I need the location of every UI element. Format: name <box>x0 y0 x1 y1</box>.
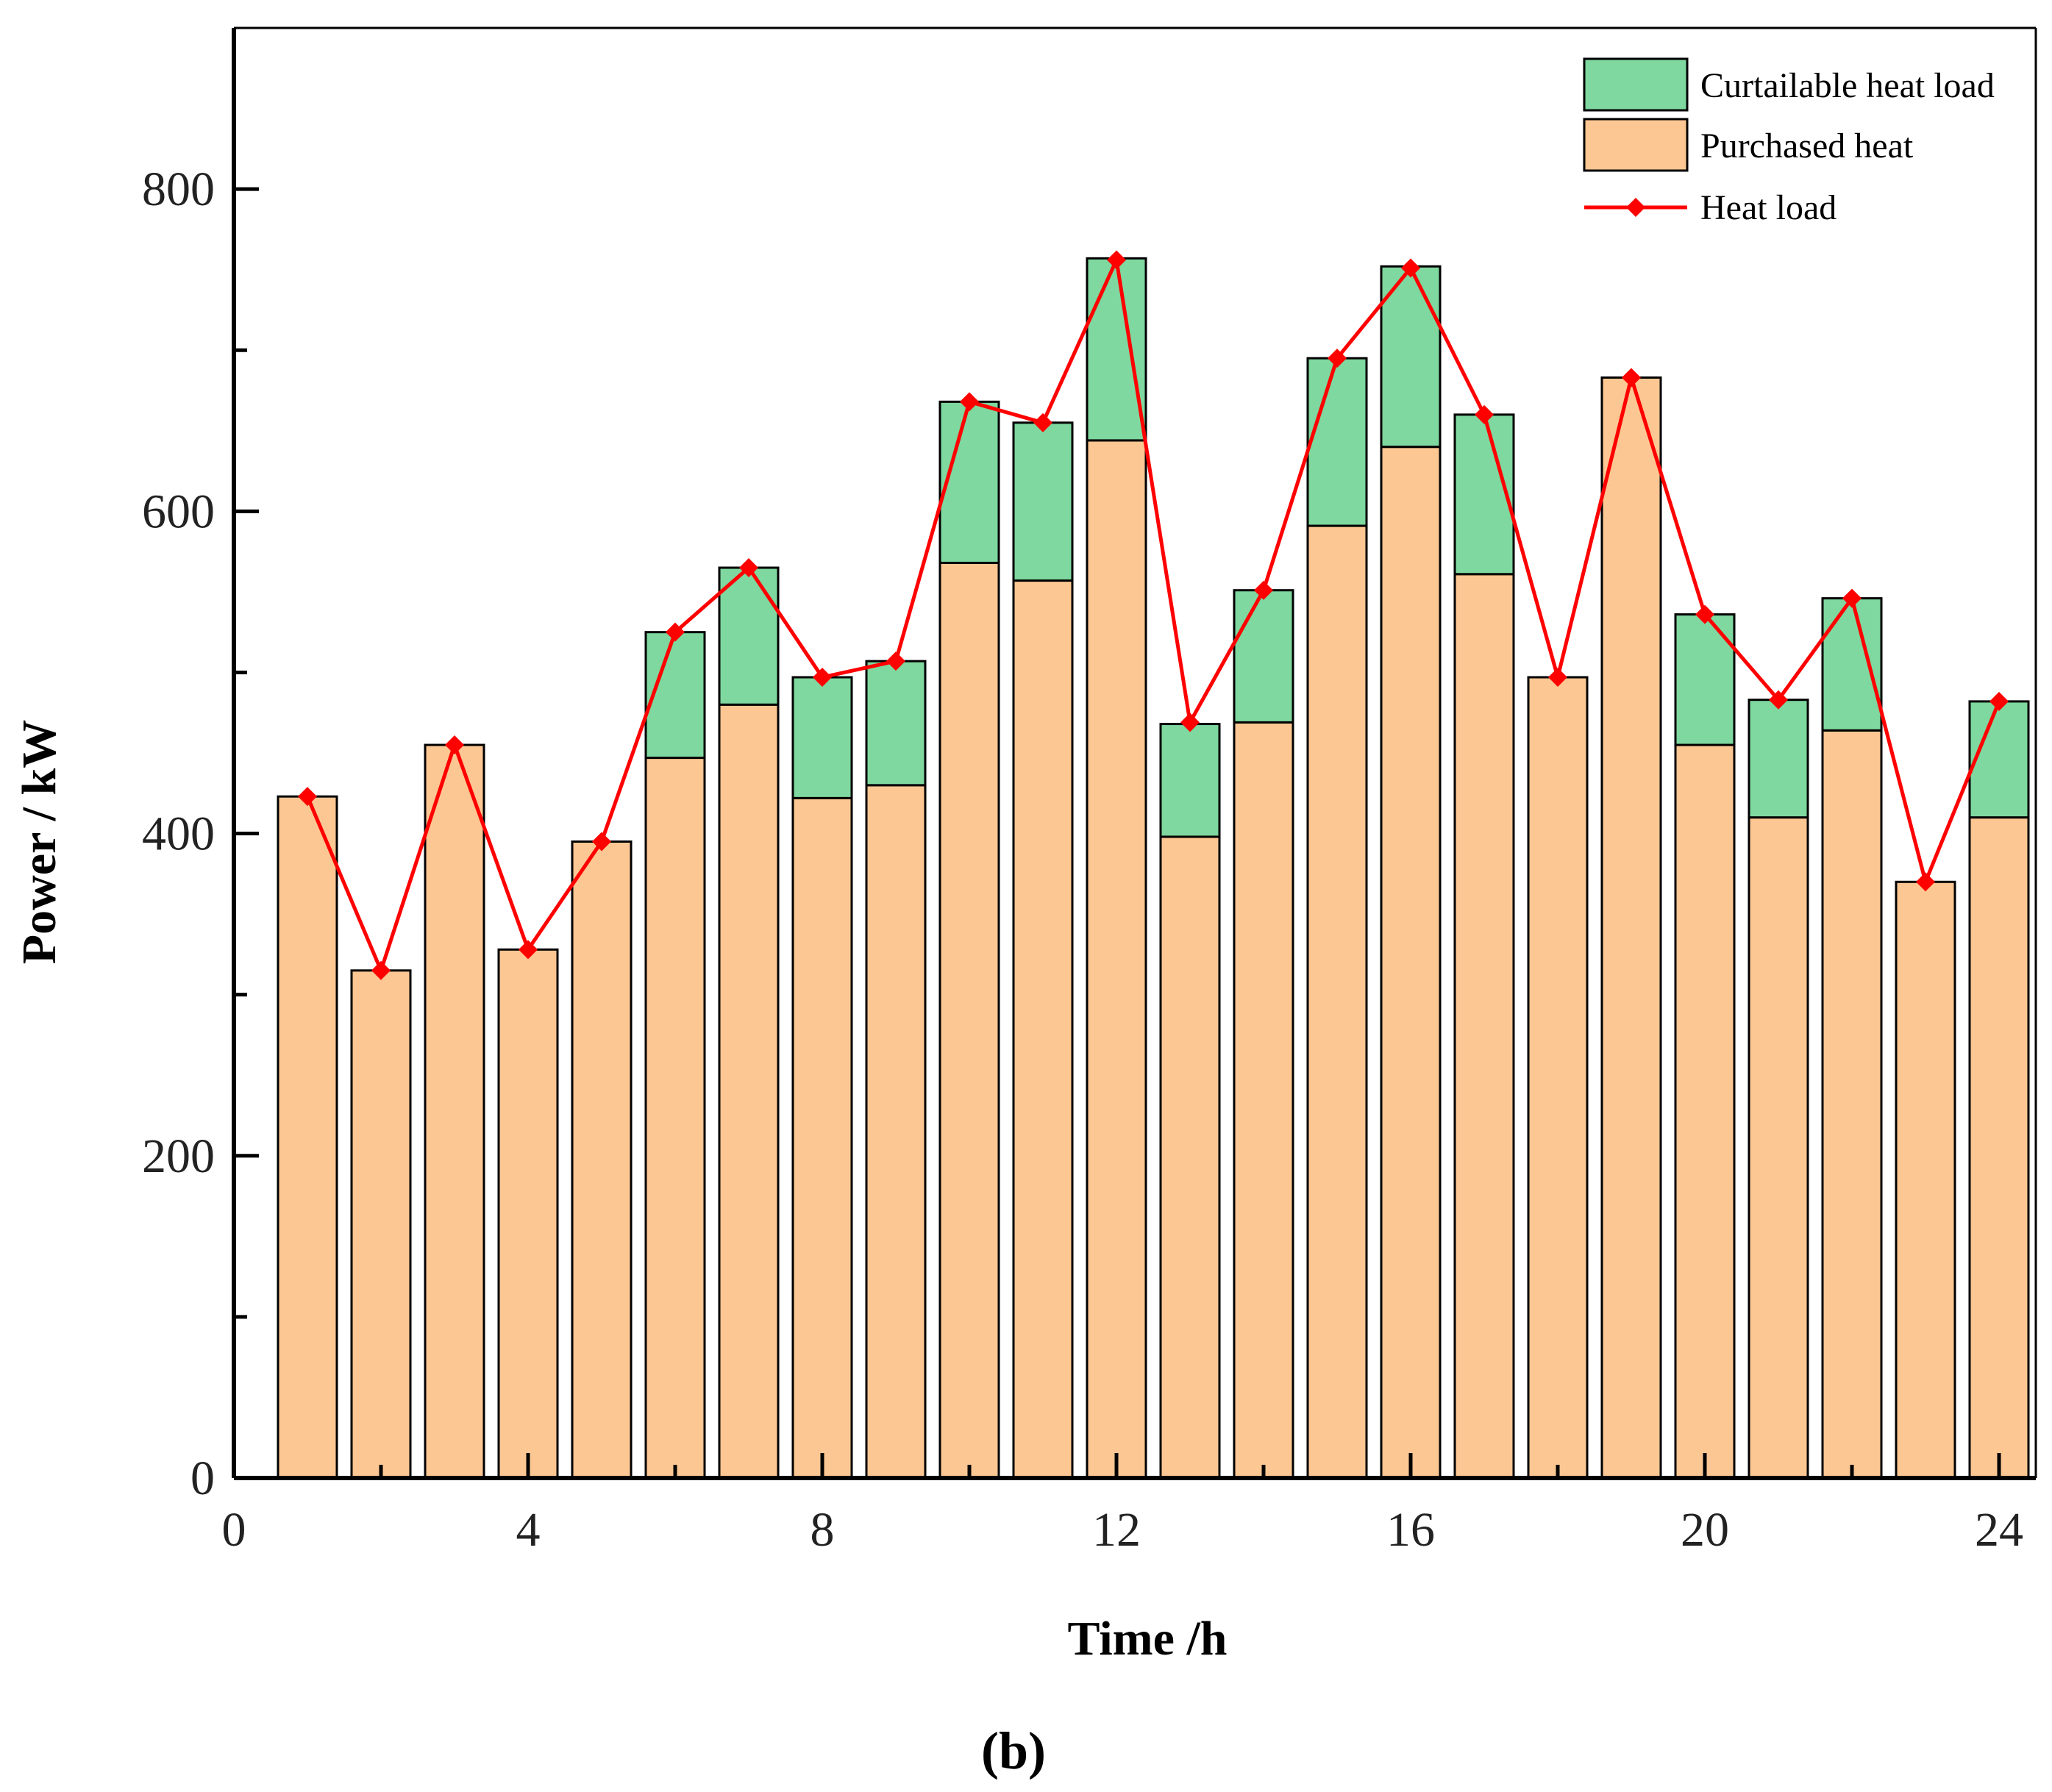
bar-curtailable-h13 <box>1159 723 1221 838</box>
heat-load-point-h24 <box>1989 691 2009 711</box>
x-tick-label-8: 8 <box>811 1503 835 1557</box>
heat-load-point-h16 <box>1401 258 1420 278</box>
heat-load-point-h19 <box>1622 368 1641 388</box>
heat-load-point-h15 <box>1328 349 1347 368</box>
x-tick-label-16: 16 <box>1386 1503 1435 1557</box>
bar-purchased-h6 <box>644 757 706 1479</box>
bar-purchased-h8 <box>791 796 853 1479</box>
y-tick-label-200: 200 <box>142 1129 215 1183</box>
bar-purchased-h15 <box>1306 524 1368 1479</box>
bar-purchased-h13 <box>1159 835 1221 1479</box>
heat-load-point-h18 <box>1548 668 1567 688</box>
bar-curtailable-h22 <box>1821 597 1883 732</box>
heat-load-point-h10 <box>960 392 979 412</box>
bar-curtailable-h15 <box>1306 357 1368 527</box>
heat-load-point-h12 <box>1107 250 1126 270</box>
x-tick-label-24: 24 <box>1975 1503 2023 1557</box>
heat-load-line-layer <box>298 250 2009 980</box>
x-tick-label-20: 20 <box>1681 1503 1729 1557</box>
legend: Curtailable heat load Purchased heat Heat … <box>1583 57 1995 227</box>
bar-curtailable-h21 <box>1748 699 1809 819</box>
bar-purchased-h11 <box>1012 579 1074 1479</box>
heat-load-point-h22 <box>1842 588 1862 608</box>
bar-purchased-h17 <box>1453 573 1515 1479</box>
legend-label-purchased-heat: Purchased heat <box>1700 126 1914 165</box>
bar-purchased-h23 <box>1895 880 1956 1479</box>
bar-purchased-h5 <box>571 840 633 1479</box>
bar-purchased-h16 <box>1380 446 1442 1479</box>
axes-layer: 0 200 400 600 800 0 4 8 12 16 20 24 <box>142 26 2037 1557</box>
legend-swatch-curtailable-heat-load <box>1583 57 1689 112</box>
heat-load-point-h11 <box>1033 413 1052 432</box>
heat-load-point-h7 <box>739 558 758 578</box>
heat-load-point-h14 <box>1254 580 1273 600</box>
x-tick-label-12: 12 <box>1092 1503 1141 1557</box>
heat-load-point-h20 <box>1695 604 1714 624</box>
legend-swatch-marker-heat-load <box>1626 198 1645 217</box>
x-axis-title: Time /h <box>1068 1612 1228 1666</box>
heat-load-point-h21 <box>1769 690 1788 710</box>
bar-purchased-h12 <box>1086 439 1147 1479</box>
bar-purchased-h20 <box>1674 743 1736 1479</box>
y-tick-label-600: 600 <box>142 485 215 538</box>
y-tick-label-0: 0 <box>190 1452 215 1505</box>
bar-purchased-h14 <box>1233 721 1294 1479</box>
legend-swatch-purchased-heat <box>1583 118 1689 172</box>
bar-curtailable-h16 <box>1380 265 1442 449</box>
bar-purchased-h18 <box>1527 676 1589 1479</box>
bar-purchased-h24 <box>1968 816 2030 1479</box>
bar-curtailable-h9 <box>865 660 927 787</box>
heat-load-point-h3 <box>445 735 464 755</box>
bar-purchased-h22 <box>1821 729 1883 1479</box>
bar-purchased-h21 <box>1748 816 1809 1479</box>
legend-label-heat-load: Heat load <box>1700 188 1837 227</box>
bars-layer <box>277 257 2030 1479</box>
y-tick-label-800: 800 <box>142 163 215 216</box>
heat-load-point-h4 <box>519 940 538 960</box>
bar-purchased-h9 <box>865 784 927 1479</box>
heat-load-point-h5 <box>592 832 611 852</box>
bar-curtailable-h14 <box>1233 589 1294 724</box>
bar-curtailable-h24 <box>1968 700 2030 819</box>
bar-curtailable-h10 <box>938 400 1000 564</box>
x-tick-label-4: 4 <box>516 1503 541 1557</box>
bar-purchased-h1 <box>277 795 338 1479</box>
heat-load-point-h23 <box>1916 872 1935 892</box>
y-tick-label-400: 400 <box>142 807 215 861</box>
heat-load-point-h9 <box>886 652 905 671</box>
bar-purchased-h7 <box>718 703 780 1479</box>
heat-load-point-h17 <box>1475 404 1494 424</box>
heat-load-point-h2 <box>371 960 391 980</box>
bar-curtailable-h6 <box>644 631 706 760</box>
heat-load-line <box>305 258 2001 973</box>
heat-load-point-h8 <box>813 668 832 688</box>
bar-curtailable-h20 <box>1674 613 1736 746</box>
bar-curtailable-h12 <box>1086 257 1147 442</box>
subfigure-label: (b) <box>981 1721 1046 1780</box>
bar-purchased-h10 <box>938 561 1000 1479</box>
x-tick-label-0: 0 <box>222 1503 246 1557</box>
heat-load-point-h6 <box>666 622 685 642</box>
bar-purchased-h2 <box>350 969 412 1479</box>
bar-purchased-h4 <box>497 948 559 1479</box>
heat-load-point-h13 <box>1180 713 1200 732</box>
bar-purchased-h3 <box>424 743 485 1479</box>
legend-label-curtailable-heat-load: Curtailable heat load <box>1700 66 1995 105</box>
bar-purchased-h19 <box>1600 376 1662 1479</box>
heat-load-point-h1 <box>298 787 317 807</box>
bar-curtailable-h7 <box>718 566 780 706</box>
y-axis-title: Power / kW <box>13 720 66 964</box>
bar-curtailable-h8 <box>791 676 853 799</box>
bar-curtailable-h11 <box>1012 421 1074 582</box>
